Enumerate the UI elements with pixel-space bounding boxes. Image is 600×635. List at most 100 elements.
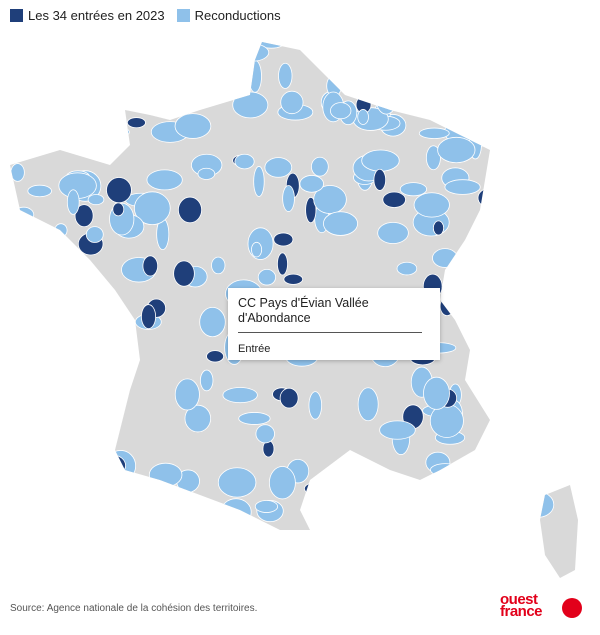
territory bbox=[413, 192, 450, 218]
territory bbox=[106, 177, 132, 204]
territory bbox=[133, 191, 171, 226]
territory bbox=[141, 304, 157, 330]
territory bbox=[206, 350, 225, 363]
territory bbox=[346, 64, 376, 84]
territory bbox=[278, 62, 293, 89]
territory bbox=[25, 540, 52, 554]
legend-item: Les 34 entrées en 2023 bbox=[10, 8, 165, 23]
tooltip: CC Pays d'Évian Vallée d'Abondance Entré… bbox=[228, 288, 440, 360]
territory bbox=[373, 168, 387, 191]
territory bbox=[412, 530, 451, 544]
territory bbox=[420, 528, 451, 540]
territory bbox=[336, 69, 355, 85]
territory bbox=[268, 466, 296, 500]
territory bbox=[10, 42, 23, 59]
territory bbox=[456, 533, 474, 552]
territory bbox=[338, 42, 356, 59]
territory bbox=[257, 268, 277, 286]
territory bbox=[414, 52, 444, 67]
territory bbox=[517, 75, 551, 95]
territory bbox=[41, 504, 69, 525]
territory bbox=[222, 387, 258, 404]
territory bbox=[340, 485, 367, 503]
territory bbox=[462, 235, 496, 258]
territory bbox=[112, 202, 125, 217]
territory bbox=[38, 42, 66, 58]
territory bbox=[74, 42, 98, 60]
territory bbox=[304, 482, 329, 496]
territory bbox=[10, 487, 40, 517]
territory bbox=[55, 348, 73, 368]
territory bbox=[418, 127, 450, 139]
territory bbox=[282, 185, 295, 212]
territory bbox=[189, 94, 206, 108]
territory bbox=[464, 71, 476, 106]
territory bbox=[514, 389, 539, 424]
territory bbox=[100, 454, 126, 477]
territory bbox=[39, 552, 67, 578]
territory bbox=[389, 45, 425, 58]
territory bbox=[190, 555, 225, 578]
territory bbox=[238, 412, 271, 425]
territory bbox=[521, 241, 559, 253]
territory bbox=[399, 182, 428, 197]
territory bbox=[557, 186, 572, 202]
territory bbox=[531, 72, 560, 104]
territory bbox=[93, 130, 119, 151]
territory bbox=[477, 124, 490, 138]
territory bbox=[144, 62, 178, 80]
territory bbox=[97, 125, 130, 139]
territory bbox=[88, 42, 123, 59]
territory bbox=[563, 91, 578, 113]
territory bbox=[357, 109, 369, 125]
territory bbox=[119, 86, 156, 103]
territory bbox=[54, 558, 90, 569]
territory bbox=[108, 543, 127, 577]
territory bbox=[193, 506, 226, 524]
territory bbox=[51, 284, 88, 319]
legend-item: Reconductions bbox=[176, 8, 281, 23]
territory bbox=[491, 87, 516, 109]
territory bbox=[549, 267, 566, 290]
logo-mark bbox=[562, 598, 582, 618]
territory bbox=[105, 450, 137, 482]
territory bbox=[460, 254, 475, 271]
territory bbox=[308, 391, 323, 420]
territory bbox=[239, 538, 268, 570]
territory bbox=[283, 273, 304, 285]
territory bbox=[379, 420, 416, 440]
territory bbox=[30, 508, 57, 522]
territory bbox=[543, 130, 567, 155]
territory bbox=[305, 196, 317, 224]
territory bbox=[66, 189, 80, 215]
territory bbox=[454, 69, 479, 85]
territory bbox=[174, 378, 200, 411]
territory bbox=[107, 63, 124, 79]
territory bbox=[173, 260, 195, 287]
territory bbox=[41, 134, 57, 147]
territory bbox=[19, 534, 35, 558]
territory bbox=[177, 196, 203, 224]
territory bbox=[10, 120, 31, 144]
territory bbox=[361, 149, 400, 172]
territory bbox=[330, 102, 352, 120]
territory bbox=[273, 232, 294, 247]
territory bbox=[299, 175, 324, 193]
territory bbox=[66, 484, 90, 509]
territory bbox=[504, 160, 528, 187]
territory bbox=[10, 368, 17, 386]
legend: Les 34 entrées en 2023 Reconductions bbox=[10, 8, 281, 23]
territory bbox=[548, 359, 569, 379]
territory bbox=[311, 156, 329, 177]
territory bbox=[53, 65, 88, 83]
territory bbox=[87, 194, 105, 206]
territory bbox=[323, 211, 358, 236]
territory bbox=[61, 404, 78, 418]
territory bbox=[10, 118, 33, 144]
territory bbox=[561, 42, 578, 65]
territory bbox=[306, 483, 325, 509]
territory bbox=[20, 561, 40, 578]
territory bbox=[85, 226, 104, 243]
territory bbox=[55, 450, 89, 465]
territory bbox=[61, 417, 92, 430]
